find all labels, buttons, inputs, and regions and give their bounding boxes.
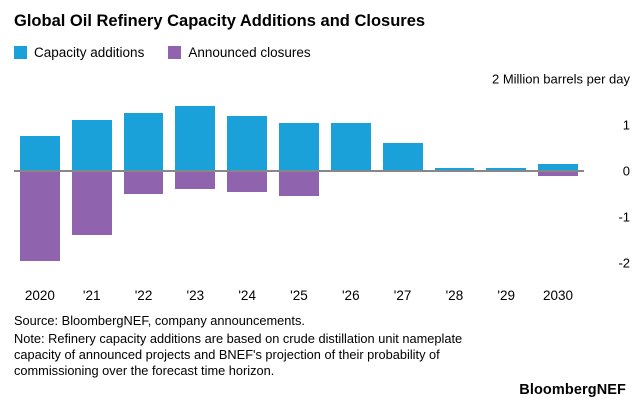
- capacity-additions-bar-24: [227, 115, 268, 171]
- announced-closures-bar-24: [227, 170, 268, 192]
- bar-group-26: [330, 72, 371, 284]
- bar-group-27: [382, 72, 423, 284]
- y-tick-label-0: 0: [622, 163, 630, 179]
- bar-group-29: [486, 72, 527, 284]
- x-axis: 2020 '21 '22 '23 '24 '25 '26 '27 '28 '29 2030: [14, 288, 584, 303]
- bar-group-21: [71, 72, 112, 284]
- x-axis-label-29: '29: [497, 287, 516, 303]
- capacity-additions-bar-27: [382, 143, 423, 171]
- y-tick-label-1: 1: [622, 117, 630, 133]
- x-axis-zero-line: [14, 169, 584, 172]
- capacity-additions-bar-25: [279, 122, 319, 171]
- bar-group-25: [279, 72, 319, 284]
- announced-closures-bar-2030: [538, 170, 578, 177]
- x-axis-label-27: '27: [393, 287, 412, 303]
- bar-group-24: [227, 72, 268, 284]
- capacity-additions-bar-22: [123, 113, 164, 171]
- capacity-additions-bar-29: [486, 167, 527, 171]
- x-axis-label-26: '26: [341, 287, 360, 303]
- announced-closures-bar-21: [71, 170, 112, 236]
- announced-closures-bar-2020: [20, 170, 60, 261]
- bar-group-2030: [538, 72, 578, 284]
- legend-item-announced-closures: Announced closures: [168, 44, 311, 60]
- x-axis-label-28: '28: [445, 287, 464, 303]
- announced-closures-bar-22: [123, 170, 164, 194]
- bloombergnef-logo: BloombergNEF: [519, 382, 626, 398]
- x-axis-label-2030: 2030: [543, 287, 574, 303]
- y-tick-label-minus1: -1: [618, 209, 630, 225]
- capacity-additions-bar-28: [434, 167, 475, 171]
- legend-label: Capacity additions: [34, 44, 145, 60]
- source-text: Source: BloombergNEF, company announceme…: [14, 312, 305, 328]
- footer: Source: BloombergNEF, company announceme…: [14, 313, 630, 379]
- bar-group-23: [175, 72, 216, 284]
- x-axis-label-22: '22: [134, 287, 153, 303]
- bar-group-22: [123, 72, 164, 284]
- bar-group-28: [434, 72, 475, 284]
- note-text: Note: Refinery capacity additions are ba…: [14, 330, 463, 378]
- chart-title: Global Oil Refinery Capacity Additions a…: [14, 12, 426, 30]
- x-axis-label-25: '25: [290, 287, 308, 303]
- chart-area: 2 Million barrels per day 1 0 -1 -2: [14, 71, 630, 284]
- legend: Capacity additions Announced closures: [14, 45, 630, 60]
- legend-swatch-icon: [168, 45, 182, 59]
- y-tick-label-2: 2 Million barrels per day: [491, 71, 630, 87]
- y-tick-label-minus2: -2: [618, 255, 630, 271]
- capacity-additions-bar-2020: [20, 136, 60, 171]
- capacity-additions-bar-26: [330, 122, 371, 171]
- legend-label: Announced closures: [188, 44, 311, 60]
- legend-swatch-icon: [14, 45, 27, 59]
- capacity-additions-bar-23: [175, 106, 216, 171]
- x-axis-label-23: '23: [186, 287, 205, 303]
- x-axis-label-2020: 2020: [24, 287, 55, 303]
- capacity-additions-bar-2030: [538, 163, 578, 171]
- bar-group-2020: [20, 72, 60, 284]
- x-axis-label-24: '24: [238, 287, 256, 303]
- capacity-additions-bar-21: [71, 120, 112, 171]
- announced-closures-bar-23: [175, 170, 216, 190]
- x-axis-label-21: '21: [82, 287, 101, 303]
- legend-item-capacity-additions: Capacity additions: [14, 45, 144, 60]
- announced-closures-bar-25: [279, 170, 319, 197]
- plot-area: [14, 72, 584, 284]
